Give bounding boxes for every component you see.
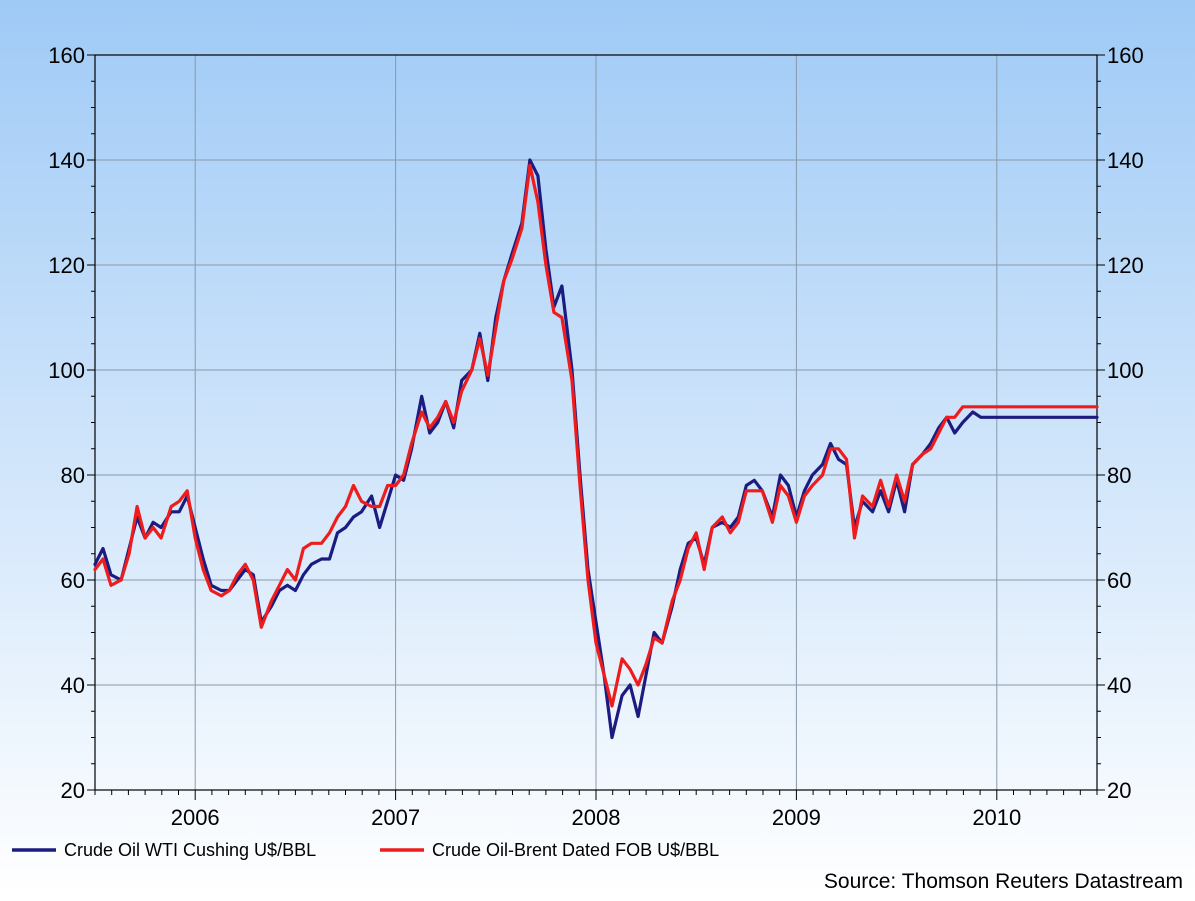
y-tick-label-right: 80 <box>1107 463 1131 488</box>
series-layer <box>93 158 1099 740</box>
axis-layer: 20 20 40 40 60 60 80 80 100 100 120 120 140 140 160 160… <box>48 43 1143 830</box>
legend-label-1: Crude Oil WTI Cushing U$/BBL <box>64 840 316 860</box>
series-line-2 <box>93 163 1099 708</box>
legend: Crude Oil WTI Cushing U$/BBL Crude Oil-Br… <box>12 840 719 860</box>
y-tick-label-right: 160 <box>1107 43 1144 68</box>
x-tick-label: 2010 <box>972 805 1021 830</box>
x-tick-label: 2008 <box>572 805 621 830</box>
y-tick-label-right: 100 <box>1107 358 1144 383</box>
plot-frame <box>94 54 1098 791</box>
y-tick-label-right: 60 <box>1107 568 1131 593</box>
y-tick-label-right: 20 <box>1107 778 1131 803</box>
source-note: Source: Thomson Reuters Datastream <box>824 870 1183 893</box>
y-tick-label-left: 40 <box>61 673 85 698</box>
x-tick-label: 2009 <box>772 805 821 830</box>
y-tick-label-right: 40 <box>1107 673 1131 698</box>
x-tick-label: 2006 <box>171 805 220 830</box>
y-tick-label-left: 20 <box>61 778 85 803</box>
x-tick-label: 2007 <box>371 805 420 830</box>
y-tick-label-left: 80 <box>61 463 85 488</box>
y-tick-label-left: 120 <box>48 253 85 278</box>
y-tick-label-left: 100 <box>48 358 85 383</box>
y-tick-label-left: 160 <box>48 43 85 68</box>
y-tick-label-right: 120 <box>1107 253 1144 278</box>
y-tick-label-left: 60 <box>61 568 85 593</box>
y-tick-label-left: 140 <box>48 148 85 173</box>
grid-layer <box>95 55 1097 790</box>
y-tick-label-right: 140 <box>1107 148 1144 173</box>
legend-label-2: Crude Oil-Brent Dated FOB U$/BBL <box>432 840 719 860</box>
